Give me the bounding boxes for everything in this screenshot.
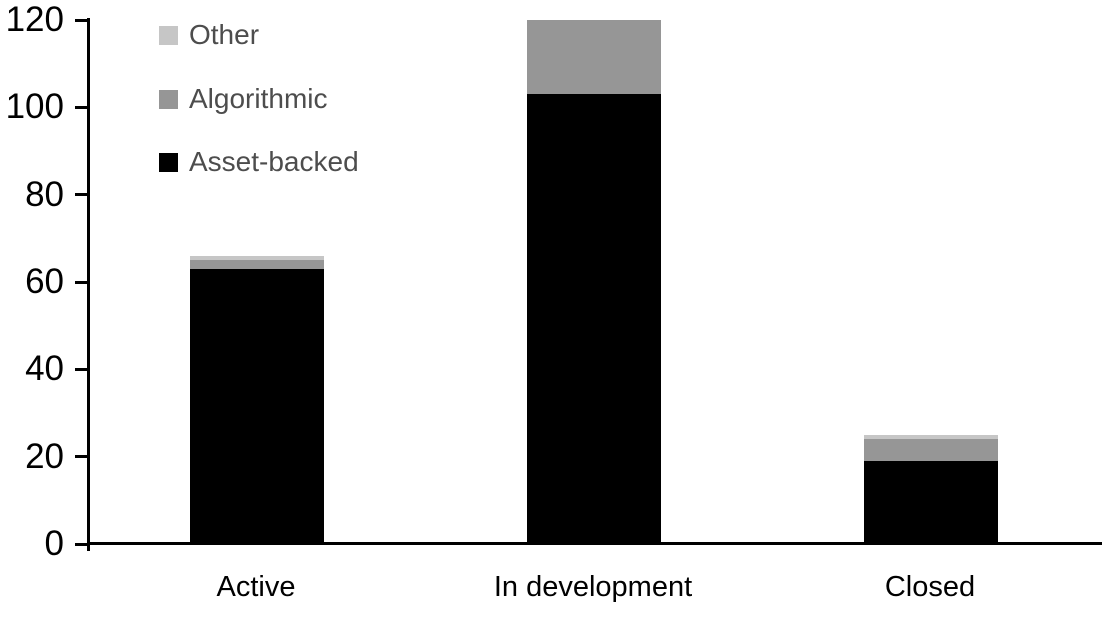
- y-axis-tick: [75, 367, 88, 371]
- legend-swatch-asset-backed: [159, 152, 178, 172]
- bar-segment-in-development-asset-backed: [527, 94, 661, 544]
- y-axis-tick: [75, 455, 88, 459]
- y-axis-tick-label: 80: [25, 174, 64, 214]
- bar-segment-active-asset-backed: [190, 268, 325, 544]
- y-axis-tick-label: 0: [44, 524, 64, 563]
- y-axis-tick-label: 60: [25, 262, 64, 301]
- bar-segment-active-algorithmic: [190, 260, 325, 269]
- legend-swatch-other: [159, 25, 178, 45]
- bar-segment-closed-asset-backed: [863, 461, 998, 544]
- bar-segment-active-other: [190, 255, 325, 261]
- category-label-active: Active: [216, 571, 296, 603]
- legend-item-other: Other: [159, 20, 259, 50]
- bar-segment-closed-other: [863, 434, 998, 440]
- y-axis-tick: [75, 18, 88, 22]
- legend-swatch-algorithmic: [159, 89, 178, 109]
- legend-label: Other: [189, 19, 260, 50]
- bar-segment-in-development-algorithmic: [527, 20, 661, 95]
- y-axis-tick-label: 120: [5, 0, 64, 39]
- legend-label: Algorithmic: [189, 83, 328, 114]
- y-axis-tick-label: 40: [25, 349, 64, 389]
- y-axis-tick: [75, 542, 88, 546]
- y-axis-tick: [75, 193, 88, 197]
- y-axis-tick: [75, 105, 88, 109]
- legend-item-algorithmic: Algorithmic: [159, 84, 327, 114]
- category-label-closed: Closed: [884, 571, 976, 603]
- bar-segment-closed-algorithmic: [863, 439, 998, 462]
- y-axis-line: [87, 18, 90, 551]
- legend-item-asset-backed: Asset-backed: [159, 147, 359, 177]
- y-axis-tick: [75, 280, 88, 284]
- legend-label: Asset-backed: [189, 146, 359, 177]
- y-axis-tick-label: 20: [25, 436, 64, 476]
- category-label-in-development: In development: [493, 571, 693, 603]
- y-axis-tick-label: 100: [5, 87, 64, 127]
